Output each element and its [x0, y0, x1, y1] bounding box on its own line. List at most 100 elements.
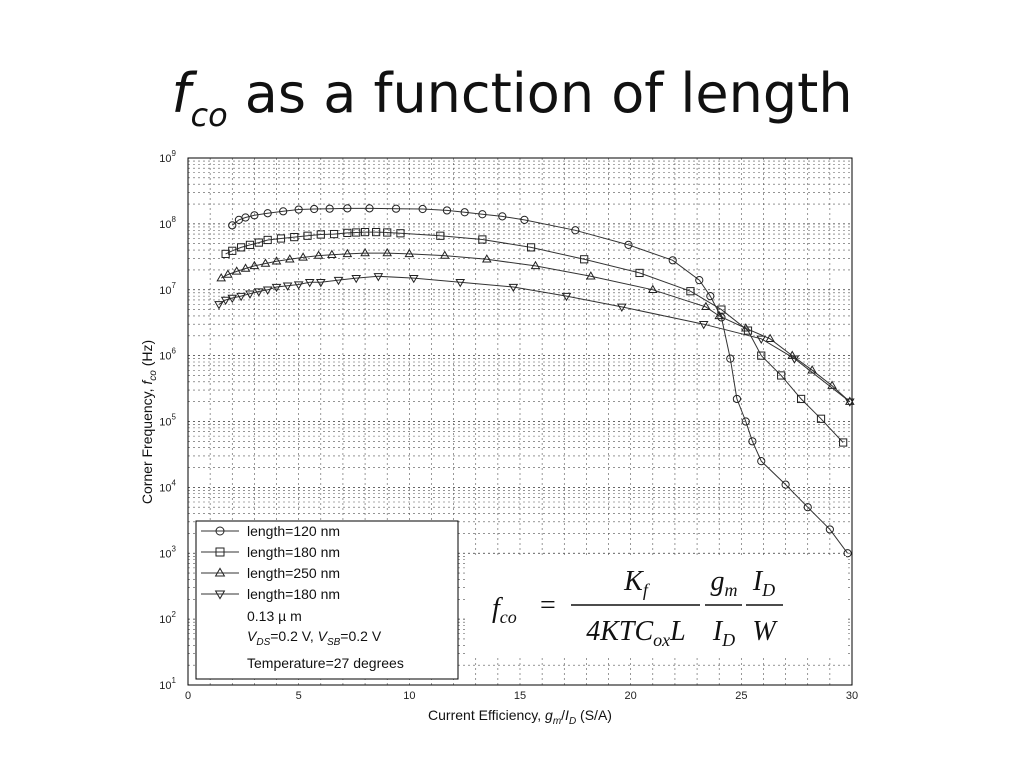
data-point: [383, 228, 392, 237]
data-point: [436, 231, 445, 240]
data-point: [714, 310, 725, 320]
title-symbol: f: [171, 62, 191, 125]
data-point: [408, 274, 419, 284]
x-tick-label: 15: [514, 690, 526, 702]
formula-denominator-1: 4KTCoxL: [586, 616, 686, 650]
data-point: [240, 263, 251, 272]
data-point: [241, 213, 250, 222]
data-point: [839, 438, 848, 447]
data-point: [498, 212, 507, 221]
data-point: [616, 303, 627, 312]
data-point: [245, 240, 255, 249]
legend-note-bias: VDS=0.2 V, VSB=0.2 V: [247, 628, 382, 648]
data-point: [343, 204, 352, 213]
data-point: [284, 254, 295, 263]
data-point: [789, 355, 800, 364]
data-point: [756, 335, 767, 344]
data-point: [781, 480, 790, 489]
data-point: [276, 234, 286, 243]
plot-frame: [187, 157, 853, 686]
data-point: [668, 256, 677, 265]
data-point: [236, 292, 246, 302]
formula-denominator-3: W: [752, 616, 778, 647]
legend-note-process: 0.13 µ m: [247, 608, 302, 624]
data-point: [717, 305, 726, 314]
legend-note-temperature: Temperature=27 degrees: [247, 655, 404, 671]
data-point: [740, 323, 751, 332]
formula-numerator-1: Kf: [623, 566, 651, 600]
data-point: [530, 260, 541, 270]
data-point: [418, 204, 427, 214]
data-point: [293, 281, 304, 290]
data-point: [316, 230, 325, 239]
data-point: [442, 206, 452, 215]
data-point: [360, 228, 370, 237]
data-point: [701, 301, 711, 311]
data-point: [585, 271, 596, 280]
data-point: [765, 333, 775, 343]
series-line: [220, 252, 851, 403]
formula-denominator-2: ID: [712, 616, 735, 650]
legend-label: length=250 nm: [247, 565, 340, 581]
data-point: [315, 279, 326, 288]
data-point: [777, 371, 786, 380]
legend-label: length=180 nm: [247, 586, 340, 602]
noise-formula: fco = Kf 4KTCoxL gm ID ID W: [466, 556, 846, 656]
data-point: [757, 351, 766, 360]
data-point: [271, 256, 282, 265]
x-tick-label: 0: [185, 690, 191, 702]
data-point: [290, 232, 299, 242]
data-point: [844, 398, 855, 407]
data-point: [695, 276, 704, 285]
data-point: [228, 246, 237, 255]
data-point: [647, 284, 658, 293]
y-tick-label: 101: [159, 676, 176, 692]
formula-numerator-2: gm: [711, 566, 738, 600]
data-point: [228, 221, 237, 230]
data-point: [816, 414, 826, 423]
data-point: [303, 231, 312, 240]
legend-label: length=120 nm: [247, 523, 340, 539]
series-line: [225, 231, 844, 443]
legend-label: length=180 nm: [247, 544, 340, 560]
legend-marker: [215, 547, 225, 557]
x-tick-label: 30: [846, 690, 858, 702]
x-axis-label: Current Efficiency, gm/ID (S/A): [428, 707, 612, 727]
data-point: [439, 250, 450, 259]
data-point: [635, 268, 644, 278]
legend-marker: [215, 526, 225, 536]
data-point: [271, 283, 282, 293]
data-point: [333, 276, 344, 286]
title-rest: as a function of length: [227, 62, 853, 125]
data-point: [263, 209, 272, 218]
data-point: [526, 243, 536, 252]
data-point: [282, 282, 293, 291]
x-tick-label: 25: [735, 690, 747, 702]
series-line: [218, 275, 851, 403]
data-point: [698, 320, 709, 330]
data-point: [481, 254, 492, 263]
data-point: [237, 243, 246, 252]
data-point: [220, 296, 231, 306]
data-point: [343, 228, 352, 237]
formula-background: [466, 556, 846, 656]
data-point: [223, 269, 233, 278]
data-point: [310, 204, 319, 214]
data-point: [757, 457, 766, 466]
y-tick-label: 106: [159, 347, 176, 363]
data-point: [580, 255, 589, 264]
data-point: [250, 211, 259, 220]
data-point: [342, 248, 353, 258]
data-point: [351, 274, 362, 284]
series-1: [228, 204, 852, 558]
data-point: [231, 266, 242, 275]
data-point: [843, 549, 852, 558]
data-point: [391, 204, 401, 213]
legend-marker: [214, 590, 226, 600]
data-point: [717, 313, 726, 322]
legend-item-2: length=180 nm: [201, 544, 340, 560]
series-3: [216, 247, 855, 405]
data-point: [245, 290, 255, 299]
formula-equals: =: [540, 590, 556, 621]
